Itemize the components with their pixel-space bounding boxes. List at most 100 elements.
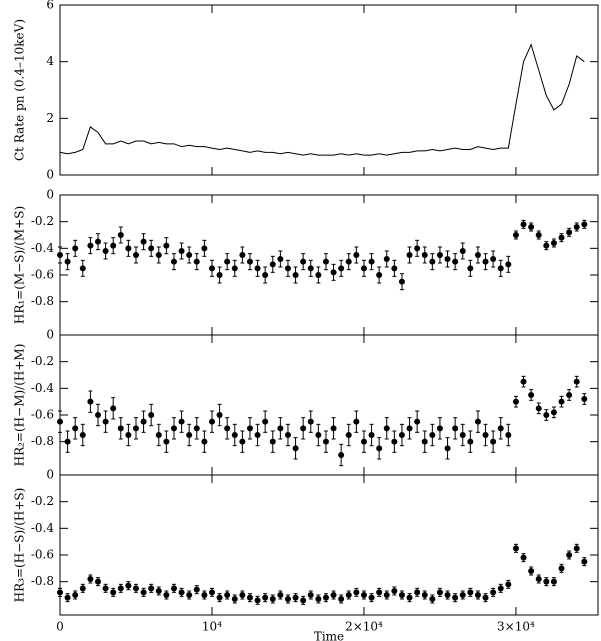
- data-point: [216, 412, 223, 418]
- data-point: [383, 592, 390, 598]
- data-point: [231, 432, 238, 438]
- data-point: [360, 592, 367, 598]
- data-point: [429, 258, 436, 265]
- data-point: [125, 432, 132, 438]
- data-point: [300, 425, 307, 432]
- y-tick-label: -0.8: [31, 434, 54, 448]
- data-point: [550, 578, 557, 585]
- data-point: [383, 256, 390, 262]
- data-point: [72, 245, 79, 252]
- data-point: [558, 398, 565, 405]
- data-point: [376, 445, 383, 452]
- data-point: [566, 392, 573, 398]
- data-point: [535, 232, 542, 238]
- data-point: [406, 594, 413, 601]
- data-point: [368, 258, 375, 265]
- data-point: [262, 418, 269, 425]
- rate-line: [59, 43, 585, 156]
- data-point: [284, 432, 291, 438]
- y-axis-label: Ct Rate pn (0.4–10keV): [13, 19, 27, 161]
- data-point: [482, 432, 489, 438]
- data-point: [94, 578, 101, 585]
- data-point: [239, 438, 246, 445]
- data-point: [239, 592, 246, 598]
- data-point: [216, 272, 223, 278]
- data-point: [444, 445, 451, 452]
- data-point: [72, 592, 79, 598]
- data-point: [155, 432, 162, 438]
- data-point: [429, 432, 436, 438]
- data-point: [505, 581, 512, 588]
- y-tick-label: 0: [46, 468, 54, 482]
- data-point: [581, 396, 588, 402]
- data-point: [421, 592, 428, 598]
- data-point: [490, 256, 497, 262]
- data-point: [398, 592, 405, 598]
- plot-frame: [59, 334, 599, 476]
- data-point: [398, 432, 405, 438]
- data-point: [467, 438, 474, 445]
- data-point: [201, 245, 208, 252]
- data-point: [208, 589, 215, 596]
- data-point: [246, 594, 253, 601]
- data-point: [512, 545, 519, 552]
- data-point: [330, 269, 337, 276]
- data-point: [148, 245, 155, 252]
- data-point: [558, 565, 565, 572]
- y-tick-label: -0.8: [31, 294, 54, 308]
- data-point: [505, 432, 512, 438]
- data-point: [155, 588, 162, 594]
- data-point: [163, 242, 170, 249]
- data-point: [284, 265, 291, 272]
- data-point: [550, 240, 557, 246]
- data-point: [79, 265, 86, 272]
- data-point: [201, 592, 208, 598]
- data-point: [102, 585, 109, 592]
- data-point: [322, 258, 329, 265]
- data-point: [315, 432, 322, 438]
- data-point: [79, 432, 86, 438]
- data-point: [512, 398, 519, 405]
- data-point: [246, 425, 253, 432]
- y-tick-label: -0.8: [31, 574, 54, 588]
- data-point: [543, 242, 550, 249]
- data-point: [528, 392, 535, 398]
- data-point: [87, 576, 94, 582]
- data-point: [57, 589, 63, 596]
- data-point: [269, 261, 276, 268]
- data-point: [254, 597, 261, 604]
- data-point: [239, 252, 246, 258]
- data-point: [414, 245, 421, 252]
- data-point: [140, 589, 147, 596]
- data-point: [421, 252, 428, 258]
- data-point: [292, 445, 299, 452]
- data-point: [72, 425, 79, 432]
- y-tick-label: -0.4: [31, 241, 55, 255]
- data-point: [322, 438, 329, 445]
- data-point: [482, 258, 489, 265]
- data-point: [178, 589, 185, 596]
- data-point: [566, 229, 573, 236]
- data-point: [414, 418, 421, 425]
- data-point: [277, 256, 284, 262]
- data-point: [186, 252, 193, 258]
- data-point: [300, 258, 307, 265]
- data-point: [436, 425, 443, 432]
- x-tick-label: 10⁴: [202, 620, 222, 634]
- data-point: [193, 258, 200, 265]
- data-point: [163, 438, 170, 445]
- data-point: [444, 592, 451, 598]
- data-point: [550, 409, 557, 416]
- data-point: [528, 224, 535, 230]
- y-axis-label: HR₂=(H−M)/(H+M): [13, 344, 27, 467]
- data-point: [94, 412, 101, 418]
- data-point: [269, 438, 276, 445]
- plot-frame: [59, 4, 599, 176]
- data-point: [64, 438, 71, 445]
- data-point: [398, 278, 405, 285]
- data-point: [170, 585, 177, 592]
- data-point: [512, 232, 519, 238]
- data-point: [353, 252, 360, 258]
- data-point: [368, 432, 375, 438]
